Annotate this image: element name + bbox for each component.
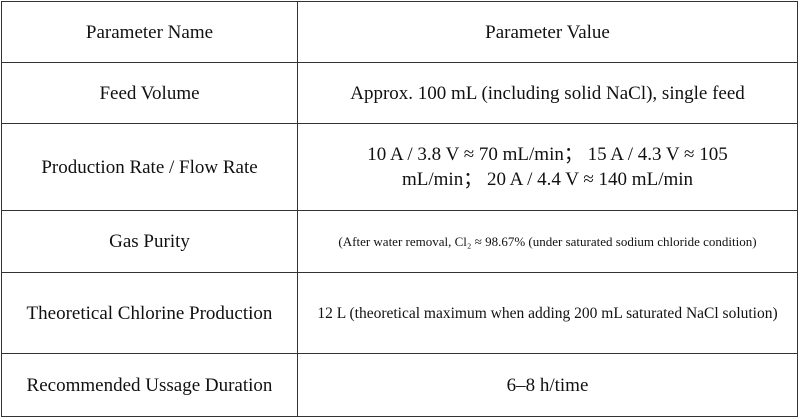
table-row: Theoretical Chlorine Production 12 L (th… [1, 272, 798, 354]
parameter-value: 6–8 h/time [297, 353, 798, 417]
parameter-name: Theoretical Chlorine Production [1, 272, 298, 354]
table-row: Production Rate / Flow Rate 10 A / 3.8 V… [1, 123, 798, 211]
parameter-name: Production Rate / Flow Rate [1, 123, 298, 211]
parameter-value: 12 L (theoretical maximum when adding 20… [297, 272, 798, 354]
parameter-name: Recommended Ussage Duration [1, 353, 298, 417]
table-row: Feed Volume Approx. 100 mL (including so… [1, 62, 798, 124]
header-cell: Parameter Value [297, 1, 798, 63]
header-cell: Parameter Name [1, 1, 298, 63]
table-row: Gas Purity (After water removal, Cl₂ ≈ 9… [1, 210, 798, 273]
parameter-name: Feed Volume [1, 62, 298, 124]
parameter-value: 10 A / 3.8 V ≈ 70 mL/min； 15 A / 4.3 V ≈… [297, 123, 798, 211]
parameter-value: (After water removal, Cl₂ ≈ 98.67% (unde… [297, 210, 798, 273]
parameter-value: Approx. 100 mL (including solid NaCl), s… [297, 62, 798, 124]
header-row: Parameter Name Parameter Value [1, 1, 798, 63]
parameter-name: Gas Purity [1, 210, 298, 273]
table-row: Recommended Ussage Duration 6–8 h/time [1, 353, 798, 417]
